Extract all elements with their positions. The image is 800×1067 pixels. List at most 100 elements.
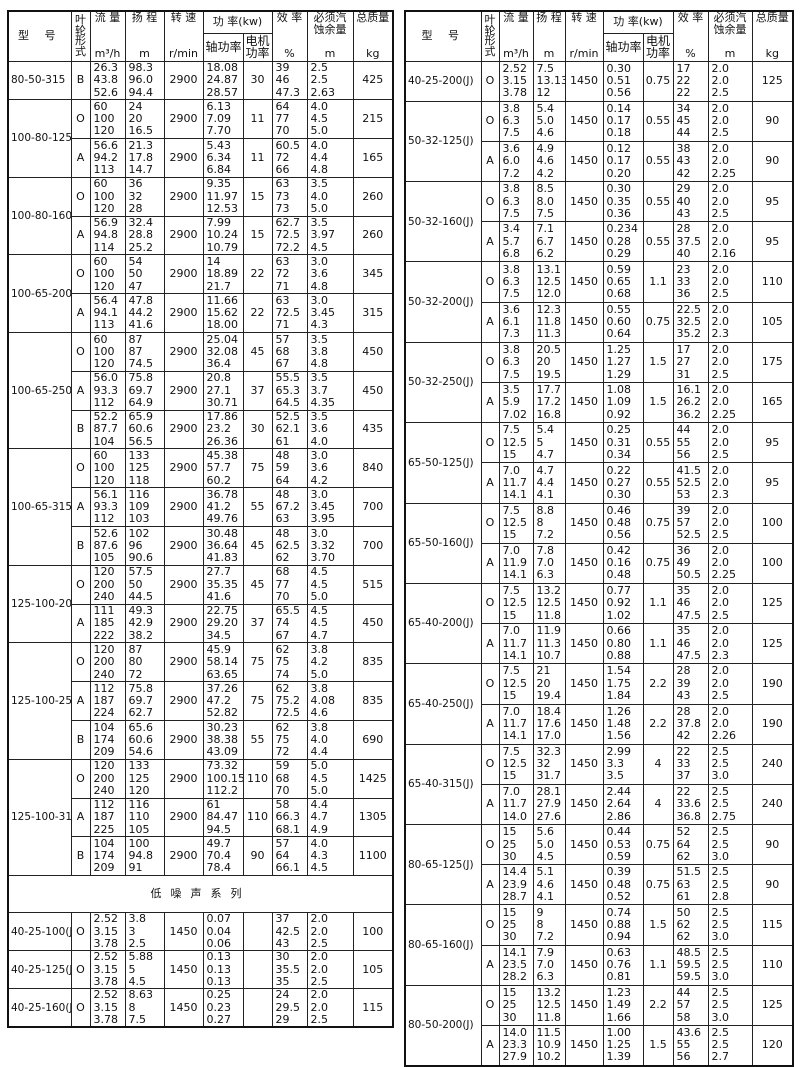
flow-value: 5.7 [502, 234, 521, 248]
head-cell: 98.3 96.0 94.4 [124, 60, 165, 101]
efficiency-value: 48 [275, 487, 290, 501]
impeller-cell: A [480, 221, 500, 263]
weight-cell: 95 [751, 462, 794, 504]
shaft-power-cell: 9.35 11.97 12.53 [202, 176, 244, 217]
flow-value: 94.2 [93, 150, 119, 164]
npsh-value: 4.4 [310, 798, 329, 812]
flow-value: 12.5 [502, 676, 528, 690]
npsh-cell: 3.0 3.45 3.95 [306, 487, 354, 528]
weight-cell: 690 [352, 720, 394, 760]
flow-value: 120 [93, 279, 115, 293]
shaft-power-value: 0.46 [606, 503, 632, 517]
flow-value: 15 [502, 769, 517, 783]
flow-cell: 14.4 23.9 28.7 [498, 864, 534, 906]
flow-value: 14.1 [502, 488, 528, 502]
impeller-cell: O [480, 984, 500, 1027]
npsh-value: 4.35 [310, 395, 336, 409]
head-cell: 8.5 8.0 7.5 [532, 181, 566, 223]
table-row: 65-40-250(J) O 7.5 12.5 15 21 20 19.4 1450 1.54 1.… [404, 663, 794, 745]
head-value: 125 [128, 771, 150, 785]
npsh-value: 4.0 [310, 732, 329, 746]
npsh-cell: 2.0 2.0 2.5 [707, 502, 753, 544]
speed-cell: 1450 [564, 944, 604, 986]
flow-cell: 15 25 30 [498, 904, 534, 946]
shaft-power-cell: 27.7 35.35 41.6 [202, 564, 244, 605]
flow-value: 7.3 [502, 327, 521, 341]
flow-value: 100 [93, 112, 115, 126]
head-value: 47.8 [128, 293, 154, 307]
model-cell: 50-32-160(J) [404, 181, 482, 263]
model-cell: 40-25-160(J) [7, 988, 72, 1028]
head-value: 12.5 [536, 998, 562, 1012]
shaft-power-value: 0.77 [606, 584, 632, 598]
head-value: 42.9 [128, 616, 154, 630]
npsh-cell: 4.5 4.5 5.0 [306, 564, 354, 605]
efficiency-value: 77 [275, 112, 290, 126]
head-value: 10.7 [536, 648, 562, 662]
head-value: 87 [128, 642, 143, 656]
flow-value: 12.5 [502, 516, 528, 529]
speed-cell: 2900 [163, 681, 204, 722]
table-row: A 56.4 94.1 113 47.8 44.2 41.6 2900 11.66 15.62 18… [8, 293, 394, 334]
weight-cell: 95 [751, 221, 794, 263]
head-cell: 47.8 44.2 41.6 [124, 293, 165, 334]
shaft-power-value: 1.54 [606, 664, 632, 678]
efficiency-value: 57 [676, 516, 691, 529]
table-row: 50-32-200(J) O 3.8 6.3 7.5 13.1 12.5 12.0 1450 0.… [404, 261, 794, 343]
npsh-value: 2.0 [711, 636, 730, 650]
shaft-power-cell: 0.46 0.48 0.56 [602, 502, 644, 544]
impeller-cell: A [70, 138, 91, 178]
speed-cell: 1450 [163, 988, 204, 1028]
weight-cell: 90 [751, 864, 794, 906]
head-cell: 36 32 28 [124, 176, 165, 217]
efficiency-cell: 35 46 47.5 [672, 623, 709, 665]
speed-cell: 1450 [564, 623, 604, 665]
shaft-power-cell: 1.26 1.48 1.56 [602, 703, 644, 745]
motor-power-cell: 0.55 [642, 100, 674, 142]
flow-cell: 15 25 30 [498, 824, 534, 866]
efficiency-cell: 24 29.5 29 [271, 988, 308, 1028]
flow-value: 15 [502, 825, 517, 839]
efficiency-value: 43 [676, 206, 691, 220]
npsh-value: 2.0 [310, 912, 329, 926]
motor-power-cell: 22 [242, 293, 273, 334]
efficiency-header-unit: % [284, 46, 295, 60]
flow-value: 60 [93, 254, 108, 268]
shaft-power-value: 0.22 [606, 463, 632, 477]
shaft-power-value: 0.13 [206, 950, 232, 964]
speed-cell: 1450 [564, 864, 604, 906]
flow-value: 87.6 [93, 538, 119, 552]
head-value: 116 [128, 487, 150, 501]
efficiency-header: 效 率% [672, 10, 709, 62]
efficiency-value: 53 [676, 488, 691, 502]
flow-value: 3.78 [93, 1012, 119, 1026]
shaft-power-value: 0.92 [606, 596, 632, 610]
flow-value: 14.1 [502, 568, 528, 582]
head-header-unit: m [139, 46, 150, 60]
flow-value: 15 [502, 689, 517, 703]
efficiency-value: 57 [275, 836, 290, 850]
impeller-cell: B [70, 720, 91, 760]
efficiency-cell: 16.1 26.2 36.2 [672, 381, 709, 424]
shaft-power-value: 0.13 [206, 962, 232, 976]
impeller-cell: O [70, 176, 91, 217]
efficiency-value: 16.1 [676, 383, 702, 397]
flow-cell: 7.5 12.5 15 [498, 743, 534, 785]
head-value: 17.8 [128, 150, 154, 164]
npsh-header-unit: m [324, 46, 336, 60]
head-value: 50 [128, 577, 143, 591]
npsh-cell: 2.5 2.5 3.0 [707, 944, 753, 986]
npsh-cell: 3.0 3.45 4.3 [306, 293, 354, 334]
head-value: 32 [128, 189, 143, 203]
flow-value: 112 [93, 681, 115, 695]
model-cell: 40-25-100(J) [7, 912, 72, 952]
shaft-power-cell: 0.74 0.88 0.94 [602, 904, 644, 946]
weight-cell: 105 [751, 301, 794, 343]
shaft-power-value: 0.25 [606, 423, 632, 437]
flow-value: 3.8 [502, 182, 521, 196]
shaft-power-value: 1.08 [606, 383, 632, 397]
npsh-value: 4.8 [310, 357, 329, 371]
npsh-cell: 2.5 2.5 3.0 [707, 984, 753, 1027]
npsh-cell: 2.0 2.0 2.5 [707, 582, 753, 625]
npsh-cell: 2.5 2.5 2.75 [707, 783, 753, 826]
